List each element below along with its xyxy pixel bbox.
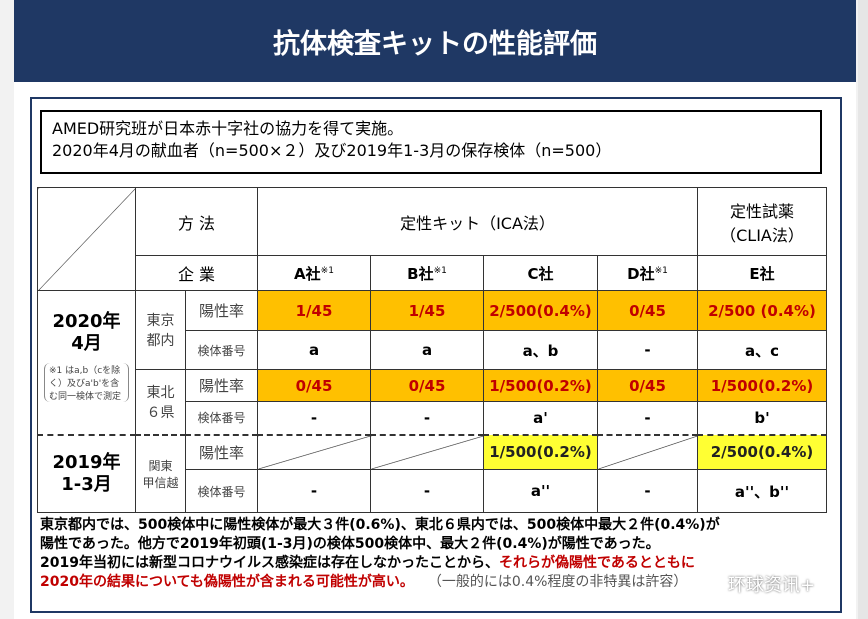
row-label: 検体番号 <box>185 469 258 513</box>
ica-header: 定性キット（ICA法） <box>257 187 698 256</box>
cell: a、c <box>697 330 827 370</box>
cell <box>370 434 484 470</box>
company-name: A社 <box>294 264 321 283</box>
cell: 1/45 <box>370 290 484 331</box>
row-label: 検体番号 <box>185 401 258 435</box>
info-box: AMED研究班が日本赤十字社の協力を得て実施。 2020年4月の献血者（n=50… <box>40 110 822 174</box>
table-row: 2020年 4月 ※1 はa,b（cを除く）及びa'b'を含む同一検体で測定 東京 … <box>37 290 827 435</box>
cell: - <box>597 469 698 513</box>
note-line-3-red: それらが偽陽性であるとともに <box>498 555 695 571</box>
region: 東北 ６県 <box>135 369 186 435</box>
cell: - <box>370 469 484 513</box>
cell: - <box>257 469 371 513</box>
table-row: 検体番号 - - a' - b' <box>38 401 827 435</box>
company-name: C社 <box>527 264 554 283</box>
cell: 0/45 <box>257 369 371 402</box>
watermark: 环球资讯+ <box>728 575 816 596</box>
company-name: E社 <box>749 264 775 283</box>
cell: a' <box>483 401 598 435</box>
slide-title: 抗体検査キットの性能評価 <box>14 0 856 82</box>
info-line-2: 2020年4月の献血者（n=500×２）及び2019年1-3月の保存検体（n=5… <box>52 141 612 160</box>
cell: 2/500(0.4%) <box>697 434 827 470</box>
cell: - <box>597 401 698 435</box>
company-name: B社 <box>407 264 434 283</box>
note-mark: ※1 <box>433 265 447 276</box>
company-3: D社※1 <box>597 255 698 291</box>
note-mark: ※1 <box>320 265 334 276</box>
cell: 0/45 <box>597 369 698 402</box>
clia-header: 定性試薬 （CLIA法） <box>697 187 827 256</box>
summary-notes: 東京都内では、500検体中に陽性検体が最大３件(0.6%)、東北６県内では、50… <box>40 516 830 592</box>
company-4: E社 <box>697 255 827 291</box>
cell: a'' <box>483 469 598 513</box>
note-line-2: 陽性であった。他方で2019年初頭(1-3月)の検体500検体中、最大２件(0.… <box>40 536 660 552</box>
row-label: 陽性率 <box>185 434 258 470</box>
company-2: C社 <box>483 255 598 291</box>
method-header: 方 法 <box>135 187 258 256</box>
company-1: B社※1 <box>370 255 484 291</box>
scrollbar[interactable] <box>858 0 868 619</box>
cell <box>257 434 371 470</box>
cell: a''、b'' <box>697 469 827 513</box>
cell: 0/45 <box>597 290 698 331</box>
row-label: 陽性率 <box>185 369 258 402</box>
cell: a、b <box>483 330 598 370</box>
diagonal-corner <box>37 187 136 291</box>
cell: - <box>597 330 698 370</box>
company-name: D社 <box>627 264 655 283</box>
content-frame <box>30 97 842 613</box>
company-header: 企 業 <box>135 255 258 291</box>
note-line-4-gray: （一般的には0.4%程度の非特異は許容） <box>434 574 688 590</box>
cell: 0/45 <box>370 369 484 402</box>
cell: - <box>370 401 484 435</box>
note-line-3: 2019年当初には新型コロナウイルス感染症は存在しなかったことから、 <box>40 555 499 571</box>
cell: b' <box>697 401 827 435</box>
cell <box>597 434 698 470</box>
period-2020: 2020年 4月 ※1 はa,b（cを除く）及びa'b'を含む同一検体で測定 <box>37 290 136 435</box>
cell: a <box>370 330 484 370</box>
table-row: 検体番号 - - a'' - a''、b'' <box>38 469 827 513</box>
row-label: 陽性率 <box>185 290 258 331</box>
cell: 1/500(0.2%) <box>697 369 827 402</box>
cell: a <box>257 330 371 370</box>
table-row: 2019年 1-3月 関東 甲信越 陽性率 1/500(0.2%) 2/500(0.4%… <box>37 434 827 513</box>
cell: - <box>257 401 371 435</box>
cell: 1/500(0.2%) <box>483 369 598 402</box>
cell: 1/45 <box>257 290 371 331</box>
note-line-4-red: 2020年の結果についても偽陽性が含まれる可能性が高い。 <box>40 574 407 590</box>
region: 東京 都内 <box>135 290 186 370</box>
cell: 2/500 (0.4%) <box>697 290 827 331</box>
period-2019: 2019年 1-3月 <box>37 434 136 513</box>
period-label: 2020年 4月 <box>52 311 121 354</box>
note-mark: ※1 <box>654 265 668 276</box>
row-label: 検体番号 <box>185 330 258 370</box>
period-note: ※1 はa,b（cを除く）及びa'b'を含む同一検体で測定 <box>44 363 129 402</box>
info-line-1: AMED研究班が日本赤十字社の協力を得て実施。 <box>52 119 404 138</box>
results-table: 方 法 定性キット（ICA法） 定性試薬 （CLIA法） 企 業 A社※1 B社※… <box>37 187 827 513</box>
region: 関東 甲信越 <box>135 434 186 513</box>
company-0: A社※1 <box>257 255 371 291</box>
cell: 1/500(0.2%) <box>483 434 598 470</box>
note-line-1: 東京都内では、500検体中に陽性検体が最大３件(0.6%)、東北６県内では、50… <box>40 517 720 533</box>
cell: 2/500(0.4%) <box>483 290 598 331</box>
table-row: 東北 ６県 陽性率 0/45 0/45 1/500(0.2%) 0/45 1/500(0.2… <box>38 369 827 435</box>
